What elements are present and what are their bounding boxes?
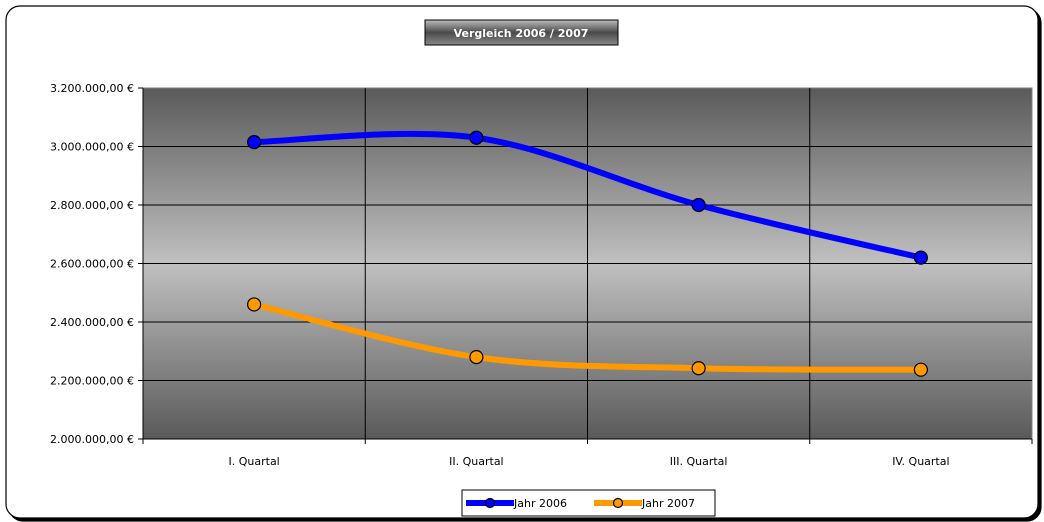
y-tick-label: 2.000.000,00 € bbox=[50, 433, 134, 446]
gridlines bbox=[143, 88, 1032, 439]
legend: Jahr 2006 Jahr 2007 bbox=[461, 489, 716, 517]
x-tick-labels: I. Quartal II. Quartal III. Quartal IV. Qua… bbox=[229, 455, 950, 468]
y-tick-label: 2.400.000,00 € bbox=[50, 316, 134, 329]
data-point bbox=[691, 361, 706, 376]
data-point bbox=[247, 297, 262, 312]
series-1 bbox=[247, 130, 928, 265]
legend-marker bbox=[612, 497, 624, 509]
y-tick-labels: 2.000.000,00 € 2.200.000,00 € 2.400.000,00… bbox=[50, 82, 134, 446]
series-line bbox=[251, 301, 924, 373]
legend-entry: Jahr 2006 bbox=[466, 497, 567, 510]
y-tick-label: 3.000.000,00 € bbox=[50, 141, 134, 154]
y-tick-label: 2.800.000,00 € bbox=[50, 199, 134, 212]
data-point bbox=[469, 350, 484, 365]
data-point bbox=[247, 135, 262, 150]
data-point bbox=[691, 197, 706, 213]
legend-label: Jahr 2006 bbox=[513, 497, 567, 510]
series bbox=[247, 130, 928, 377]
x-tick-label: II. Quartal bbox=[449, 455, 503, 468]
x-tick-label: III. Quartal bbox=[670, 455, 728, 468]
x-tick-label: I. Quartal bbox=[229, 455, 280, 468]
axes bbox=[138, 87, 1033, 444]
data-point bbox=[913, 362, 928, 377]
y-tick-label: 2.200.000,00 € bbox=[50, 375, 134, 388]
legend-marker bbox=[484, 497, 496, 509]
y-tick-label: 2.600.000,00 € bbox=[50, 258, 134, 271]
legend-label: Jahr 2007 bbox=[641, 497, 695, 510]
title-box: Vergleich 2006 / 2007 bbox=[424, 19, 619, 46]
series-2 bbox=[247, 297, 928, 377]
legend-entry: Jahr 2007 bbox=[594, 497, 695, 510]
series-line bbox=[251, 130, 924, 261]
chart-title: Vergleich 2006 / 2007 bbox=[454, 27, 589, 40]
y-tick-label: 3.200.000,00 € bbox=[50, 82, 134, 95]
x-tick-label: IV. Quartal bbox=[892, 455, 949, 468]
data-point bbox=[469, 130, 484, 145]
data-point bbox=[913, 250, 928, 265]
